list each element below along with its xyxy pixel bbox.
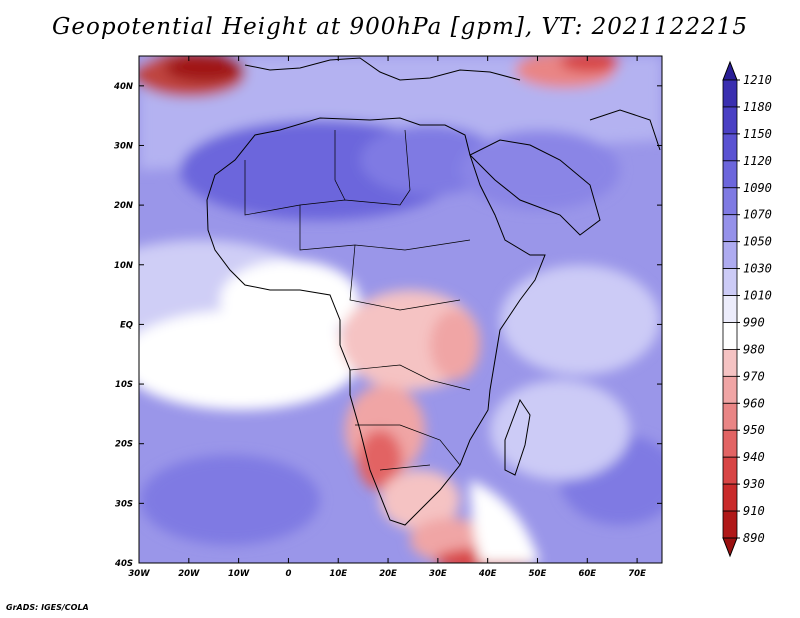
lon-label: 10W — [228, 569, 250, 579]
lon-label: 40E — [478, 569, 497, 579]
colorbar-label: 1010 — [743, 289, 772, 303]
lon-label: 30E — [429, 569, 447, 579]
colorbar-label: 960 — [743, 396, 765, 410]
lon-label: 30W — [128, 569, 150, 579]
colorbar-label: 1210 — [743, 73, 772, 87]
colorbar-label: 890 — [743, 531, 765, 545]
map-frame — [138, 55, 663, 564]
colorbar-label: 940 — [743, 450, 765, 464]
colorbar-label: 1030 — [743, 262, 772, 276]
lat-label: 20S — [115, 440, 133, 450]
lon-label: 60E — [578, 569, 596, 579]
colorbar-label: 910 — [743, 504, 765, 518]
lon-label: 0 — [285, 569, 291, 579]
colorbar-swatch — [722, 375, 738, 404]
colorbar-swatch — [722, 322, 738, 350]
colorbar-swatch — [722, 429, 738, 458]
lat-label: 10S — [115, 380, 133, 390]
lat-label: EQ — [120, 320, 133, 330]
height-field — [139, 56, 662, 563]
colorbar-label: 1090 — [743, 181, 772, 195]
lon-label: 20E — [379, 569, 397, 579]
lon-label: 70E — [628, 569, 646, 579]
colorbar-label: 970 — [743, 369, 765, 383]
colorbar-swatch — [722, 295, 738, 323]
coastlines — [206, 57, 661, 526]
lat-label: 30S — [115, 499, 133, 509]
lon-label: 50E — [529, 569, 547, 579]
colorbar-label: 1070 — [743, 208, 772, 222]
colorbar-swatch — [722, 456, 738, 485]
grads-credit: GrADS: IGES/COLA — [6, 603, 89, 612]
lat-label: 40N — [113, 82, 133, 92]
colorbar-label: 950 — [743, 423, 765, 437]
lat-label: 40S — [114, 559, 133, 569]
colorbar-swatch — [722, 268, 738, 296]
lat-label: 10N — [114, 261, 133, 271]
colorbar-label: 930 — [743, 477, 765, 491]
colorbar-swatch — [722, 402, 738, 431]
colorbar-label: 990 — [743, 315, 765, 329]
colorbar-swatch — [722, 106, 738, 135]
colorbar-swatch — [722, 214, 738, 243]
colorbar-swatch — [722, 79, 738, 108]
lat-label: 30N — [114, 141, 133, 151]
lat-label: 20N — [114, 201, 133, 211]
colorbar-swatch — [722, 510, 738, 539]
lon-label: 10E — [329, 569, 347, 579]
colorbar-swatch — [722, 160, 738, 189]
colorbar-swatch — [722, 241, 738, 269]
colorbar-label: 1180 — [743, 100, 772, 114]
colorbar-swatch — [722, 187, 738, 216]
colorbar-label: 1050 — [743, 235, 772, 249]
colorbar-bottom-arrow — [722, 537, 738, 558]
colorbar-label: 980 — [743, 342, 765, 356]
colorbar: 1210 1180 1150 1120 1090 1070 1050 1030 1010 990 9… — [722, 60, 772, 558]
chart-title: Geopotential Height at 900hPa [gpm], VT:… — [52, 14, 748, 40]
colorbar-label: 1120 — [743, 154, 772, 168]
colorbar-top-arrow — [722, 60, 738, 81]
colorbar-label: 1150 — [743, 127, 772, 141]
lon-label: 20W — [178, 569, 200, 579]
colorbar-swatch — [722, 483, 738, 512]
country-borders — [244, 129, 471, 471]
colorbar-swatch — [722, 133, 738, 162]
colorbar-swatch — [722, 349, 738, 377]
